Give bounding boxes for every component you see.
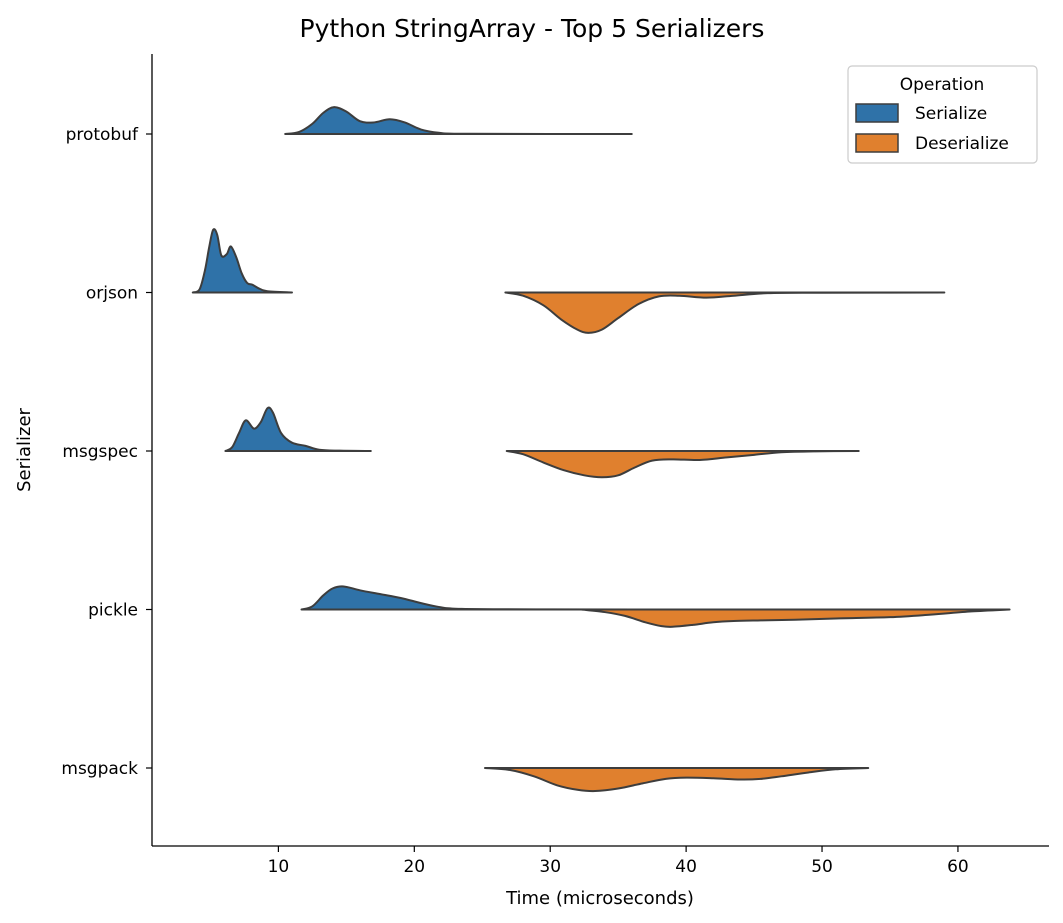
y-tick-label-orjson: orjson <box>86 284 138 304</box>
x-tick-label: 50 <box>811 857 833 877</box>
y-axis-label: Serializer <box>14 407 35 491</box>
violin-layer <box>191 106 1011 793</box>
legend-label-deserialize: Deserialize <box>915 134 1009 154</box>
legend-swatch-serialize <box>855 103 899 123</box>
y-tick-label-pickle: pickle <box>88 601 138 621</box>
y-tick-label-msgspec: msgspec <box>62 442 138 462</box>
x-tick-label: 20 <box>403 857 425 877</box>
y-ticks: protobuf orjson msgspec pickle msgpack <box>61 125 152 779</box>
violin-serialize-orjson <box>191 228 293 294</box>
violin-deserialize-orjson <box>504 291 946 334</box>
x-tick-label: 40 <box>675 857 697 877</box>
violin-serialize-pickle <box>300 585 742 611</box>
violin-deserialize-msgpack <box>483 767 870 793</box>
chart-title: Python StringArray - Top 5 Serializers <box>300 14 765 43</box>
x-tick-label: 30 <box>539 857 561 877</box>
legend-swatch-deserialize <box>855 133 899 153</box>
x-axis-label: Time (microseconds) <box>505 888 694 909</box>
violin-deserialize-pickle <box>580 608 1011 628</box>
y-tick-label-msgpack: msgpack <box>61 759 138 779</box>
y-tick-label-protobuf: protobuf <box>66 125 139 145</box>
x-tick-label: 60 <box>947 857 969 877</box>
legend: Operation Serialize Deserialize <box>847 65 1038 164</box>
legend-label-serialize: Serialize <box>915 104 987 124</box>
legend-entries: Serialize Deserialize <box>855 103 1009 154</box>
x-ticks: 10 20 30 40 50 60 <box>268 846 969 877</box>
legend-title: Operation <box>900 75 985 95</box>
violin-deserialize-msgspec <box>505 450 860 479</box>
x-tick-label: 10 <box>268 857 290 877</box>
violin-serialize-protobuf <box>284 106 633 135</box>
violin-serialize-msgspec <box>224 406 372 452</box>
